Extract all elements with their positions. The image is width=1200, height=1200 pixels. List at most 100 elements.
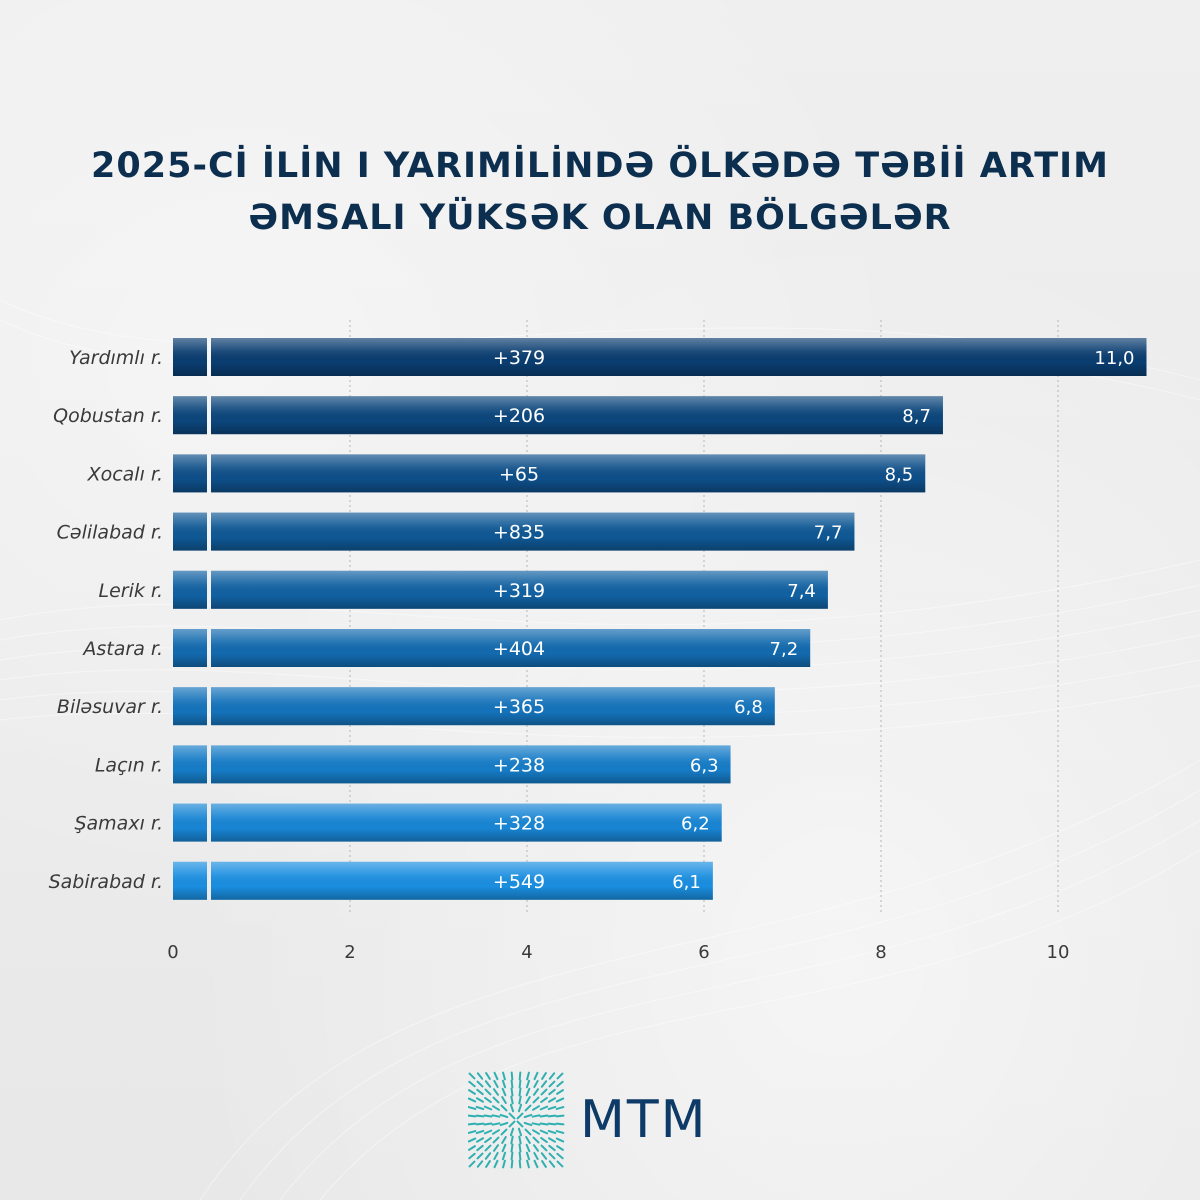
logo-dash (548, 1072, 556, 1080)
logo-dash (516, 1112, 524, 1120)
logo-dash (526, 1159, 530, 1169)
logo-dash (518, 1151, 522, 1161)
logo-dash (499, 1113, 509, 1119)
logo-dash (547, 1097, 557, 1103)
bar-inner-label: +404 (493, 638, 545, 660)
bar-inner-label: +328 (493, 813, 545, 835)
bar-shine (211, 629, 811, 667)
category-label: Lerik r. (98, 580, 163, 602)
logo-dash (548, 1088, 556, 1096)
logo-dash (532, 1136, 540, 1144)
logo-dash (548, 1080, 556, 1088)
category-label: Qobustan r. (53, 405, 163, 427)
logo-dash (509, 1103, 515, 1113)
logo-dash (547, 1137, 557, 1143)
logo-dash (468, 1097, 477, 1103)
bar-inner-label: +319 (493, 580, 545, 602)
bar-stub-shine (173, 396, 207, 435)
logo-dash (501, 1143, 507, 1153)
logo-dash (518, 1079, 522, 1089)
logo-dash (493, 1079, 499, 1089)
logo-dash (468, 1137, 477, 1143)
logo-dash (556, 1145, 564, 1151)
logo-dash (492, 1096, 500, 1104)
logo-dash (556, 1152, 564, 1160)
logo-dash (491, 1122, 501, 1126)
x-tick-label: 4 (521, 942, 532, 963)
logo-dash (525, 1151, 531, 1161)
logo-dash (476, 1144, 484, 1152)
logo-dash (501, 1135, 507, 1145)
logo-dash (518, 1143, 522, 1153)
logo-dash (484, 1096, 492, 1104)
logo-dash (502, 1071, 506, 1081)
bar-value-label: 6,3 (690, 755, 719, 776)
category-label: Sabirabad r. (49, 871, 163, 893)
logo-dash (468, 1130, 477, 1134)
logo-dash (484, 1088, 492, 1096)
category-label: Laçın r. (95, 754, 163, 776)
bar-shine (211, 687, 775, 726)
bar-group: Astara r. +404 7,2 (81, 629, 811, 667)
logo-dash (493, 1159, 499, 1169)
logo-dash (539, 1114, 549, 1118)
logo-dash (468, 1080, 476, 1088)
logo-dash (499, 1121, 509, 1127)
x-tick-label: 8 (875, 942, 886, 963)
logo-dash (476, 1160, 484, 1168)
x-tick-label: 6 (698, 942, 709, 963)
logo-dash (476, 1080, 484, 1088)
logo-dash (475, 1122, 485, 1126)
bar-value-label: 8,5 (885, 464, 914, 485)
bar-shine (211, 396, 943, 435)
category-label: Biləsuvar r. (57, 696, 163, 718)
bar-inner-label: +365 (493, 696, 545, 718)
logo-dash (510, 1151, 514, 1161)
logo-dash (548, 1144, 556, 1152)
bar-shine (211, 570, 828, 609)
logo-dash (510, 1095, 514, 1105)
logo-dash (539, 1129, 549, 1135)
bar-stub-shine (173, 803, 207, 842)
logo-dash (509, 1127, 515, 1137)
logo-dash (475, 1137, 485, 1143)
category-label: Cəlilabad r. (57, 522, 163, 544)
logo-dash (500, 1128, 508, 1136)
logo-dash (492, 1144, 500, 1152)
logo-dash (508, 1120, 516, 1128)
logo-dash (555, 1114, 565, 1118)
logo-dash (483, 1105, 493, 1111)
logo-dash (491, 1105, 501, 1111)
logo-dash (510, 1071, 514, 1081)
logo-dash (541, 1160, 547, 1168)
logo-dash (523, 1121, 533, 1127)
logo-dash (485, 1072, 491, 1080)
logo-dash (531, 1129, 541, 1135)
bar-value-label: 6,2 (681, 814, 710, 835)
logo-dash (540, 1096, 548, 1104)
bar-stub-shine (173, 338, 207, 376)
bar-shine (211, 803, 722, 842)
logo-dash (502, 1159, 506, 1169)
logo-dash (510, 1159, 514, 1169)
logo-dash (476, 1152, 484, 1160)
bar-group: Cəlilabad r. +835 7,7 (57, 512, 855, 551)
bar-stub-shine (173, 629, 207, 667)
logo-dash (539, 1122, 549, 1126)
logo-dash (548, 1152, 556, 1160)
chart-title-line-1: 2025-Cİ İLİN I YARIMİLİNDƏ ÖLKƏDƏ TƏBİİ … (91, 146, 1109, 186)
logo-dash (548, 1160, 556, 1168)
logo-dash (468, 1114, 477, 1118)
bar-stub-shine (173, 454, 207, 493)
logo-dash (510, 1143, 514, 1153)
logo-dash (491, 1114, 501, 1118)
chart-title-line-2: ƏMSALI YÜKSƏK OLAN BÖLGƏLƏR (248, 198, 952, 238)
logo-dash (493, 1071, 499, 1081)
bar-stub-shine (173, 861, 207, 900)
logo-dash (556, 1089, 564, 1095)
bar-group: Yardımlı r. +379 11,0 (69, 338, 1147, 376)
logo-dash (483, 1122, 493, 1126)
bar-group: Biləsuvar r. +365 6,8 (57, 687, 775, 726)
logo-dash (524, 1128, 532, 1136)
logo-dash (518, 1095, 522, 1105)
